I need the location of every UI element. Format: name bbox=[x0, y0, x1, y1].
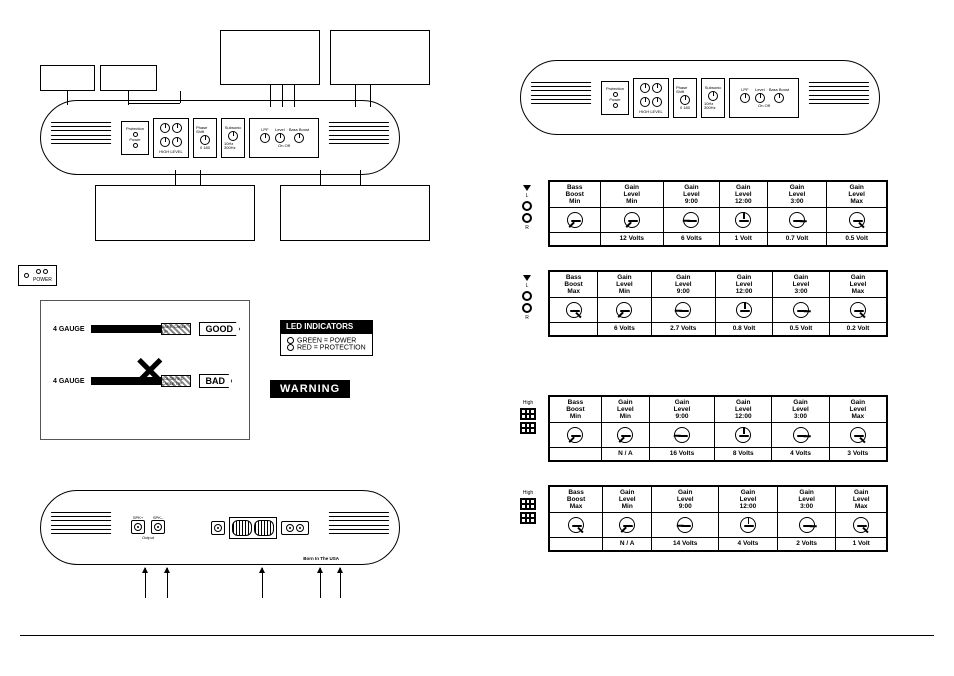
th: GainLevelMax bbox=[827, 182, 887, 208]
led-icon bbox=[24, 273, 29, 278]
divider bbox=[20, 635, 934, 636]
led-indicators-box: LED INDICATORS GREEN = POWER RED = PROTE… bbox=[280, 320, 373, 356]
led-block: Protection Power bbox=[121, 121, 149, 155]
led-dot-icon bbox=[287, 344, 294, 351]
rca-side-icon: LR bbox=[522, 275, 532, 321]
wire-icon bbox=[91, 325, 161, 333]
vent-left bbox=[51, 119, 111, 159]
callout-box bbox=[95, 185, 255, 241]
th: GainLevel12:00 bbox=[719, 182, 767, 208]
amp-panel-bottom-left: SPK+ SPK– Output Born In The USA bbox=[40, 490, 400, 565]
amp-panel-top-right: Protection Power HIGH LEVEL Phase Shift0… bbox=[520, 60, 880, 135]
led-body: GREEN = POWER RED = PROTECTION bbox=[280, 333, 373, 356]
arrow-icon bbox=[145, 568, 146, 598]
th-bb: BassBoostMin bbox=[550, 182, 601, 208]
vent-right bbox=[329, 509, 389, 549]
protection-label: Protection bbox=[126, 127, 144, 131]
knob-row bbox=[550, 208, 887, 233]
led-green-text: GREEN = POWER bbox=[297, 337, 356, 344]
phase-range: 0 180 bbox=[200, 146, 210, 150]
gauge-label: 4 GAUGE bbox=[53, 378, 85, 385]
ring-icon bbox=[522, 213, 532, 223]
status-good: GOOD bbox=[199, 322, 241, 336]
led-header: LED INDICATORS bbox=[280, 320, 373, 333]
spk-label: SPK– bbox=[153, 516, 163, 520]
output-row: SPK+ SPK– Output bbox=[131, 499, 309, 556]
subsonic-block: Subsonic 10Hz 300Hz bbox=[221, 118, 245, 158]
x-icon: ✕ bbox=[133, 349, 167, 395]
volt-row: 12 Volts6 Volts1 Volt0.7 Volt0.5 Volt bbox=[550, 233, 887, 245]
callout-box bbox=[330, 30, 430, 85]
arrow-icon bbox=[262, 568, 263, 598]
subsonic-label: Subsonic bbox=[225, 126, 241, 130]
output-terminals: SPK+ SPK– Output bbox=[131, 516, 165, 540]
arrow-icon bbox=[340, 568, 341, 598]
arrow-icon bbox=[320, 568, 321, 598]
rca-block: HIGH LEVEL bbox=[153, 118, 189, 158]
high-side-icon: High bbox=[520, 400, 536, 434]
callout-box bbox=[40, 65, 95, 91]
power-text: POWER bbox=[33, 277, 52, 283]
callout-box bbox=[280, 185, 430, 241]
gauge-label: 4 GAUGE bbox=[53, 326, 85, 333]
high-label: High bbox=[523, 400, 533, 406]
vent-right bbox=[329, 119, 389, 159]
gain-table-1: BassBoostMin GainLevelMin GainLevel9:00 … bbox=[548, 180, 888, 247]
th: GainLevel3:00 bbox=[767, 182, 827, 208]
high-level-icon bbox=[520, 408, 536, 420]
vent-left bbox=[51, 509, 111, 549]
spk-label: SPK+ bbox=[133, 516, 143, 520]
vent-right bbox=[809, 79, 869, 119]
th: GainLevelMin bbox=[600, 182, 664, 208]
knob-icon bbox=[200, 135, 210, 145]
cable-panel: 4 GAUGE BARE CABLE TIP GOOD 4 GAUGE SOLD… bbox=[40, 300, 250, 440]
side-l: L bbox=[526, 193, 529, 199]
bb-label: Bass Boost bbox=[289, 128, 309, 132]
power-fuse-block bbox=[211, 517, 309, 539]
fuse-block bbox=[229, 517, 277, 539]
tip-good: BARE CABLE TIP bbox=[161, 323, 191, 335]
control-row: Protection Power HIGH LEVEL Phase Shift0… bbox=[601, 69, 799, 126]
knob-icon bbox=[228, 131, 238, 141]
gain-table-3: BassBoostMinGainLevelMinGainLevel9:00Gai… bbox=[548, 395, 888, 462]
led-dot-icon bbox=[287, 337, 294, 344]
high-level-icon bbox=[520, 422, 536, 434]
triangle-icon bbox=[523, 185, 531, 191]
high-level-label: HIGH LEVEL bbox=[159, 150, 183, 154]
callout-box bbox=[100, 65, 157, 91]
born-label: Born In The USA bbox=[303, 556, 339, 561]
lpf-label: LPF bbox=[261, 128, 268, 132]
filter-block: LPF Level Bass Boost On Off bbox=[249, 118, 319, 158]
gain-table-4: BassBoostMaxGainLevelMinGainLevel9:00Gai… bbox=[548, 485, 888, 552]
warning-label: WARNING bbox=[270, 380, 350, 398]
status-bad: BAD bbox=[199, 374, 233, 388]
vent-left bbox=[531, 79, 591, 119]
control-row: Protection Power HIGH LEVEL Phase Shift … bbox=[121, 109, 319, 166]
amp-panel-top-left: Protection Power HIGH LEVEL Phase Shift … bbox=[40, 100, 400, 175]
onoff-label: On Off bbox=[278, 144, 290, 148]
power-indicator-box: POWER bbox=[18, 265, 57, 286]
sub-range: 10Hz 300Hz bbox=[224, 142, 242, 150]
phase-block: Phase Shift 0 180 bbox=[193, 118, 217, 158]
side-r: R bbox=[525, 225, 529, 231]
power-label: Power bbox=[129, 138, 140, 142]
th: GainLevel9:00 bbox=[664, 182, 720, 208]
high-side-icon: High bbox=[520, 490, 536, 524]
ring-icon bbox=[522, 201, 532, 211]
gain-table-2: BassBoostMaxGainLevelMinGainLevel9:00Gai… bbox=[548, 270, 888, 337]
led-icon bbox=[133, 132, 138, 137]
rca-side-icon: L R bbox=[522, 185, 532, 231]
callout-box bbox=[220, 30, 320, 85]
phase-label: Phase Shift bbox=[196, 126, 214, 134]
led-red-text: RED = PROTECTION bbox=[297, 345, 366, 352]
table-header-row: BassBoostMin GainLevelMin GainLevel9:00 … bbox=[550, 182, 887, 208]
arrow-icon bbox=[167, 568, 168, 598]
level-label: Level bbox=[275, 128, 285, 132]
led-icon bbox=[133, 143, 138, 148]
cable-row-good: 4 GAUGE BARE CABLE TIP GOOD bbox=[53, 319, 240, 339]
output-label: Output bbox=[142, 536, 154, 540]
